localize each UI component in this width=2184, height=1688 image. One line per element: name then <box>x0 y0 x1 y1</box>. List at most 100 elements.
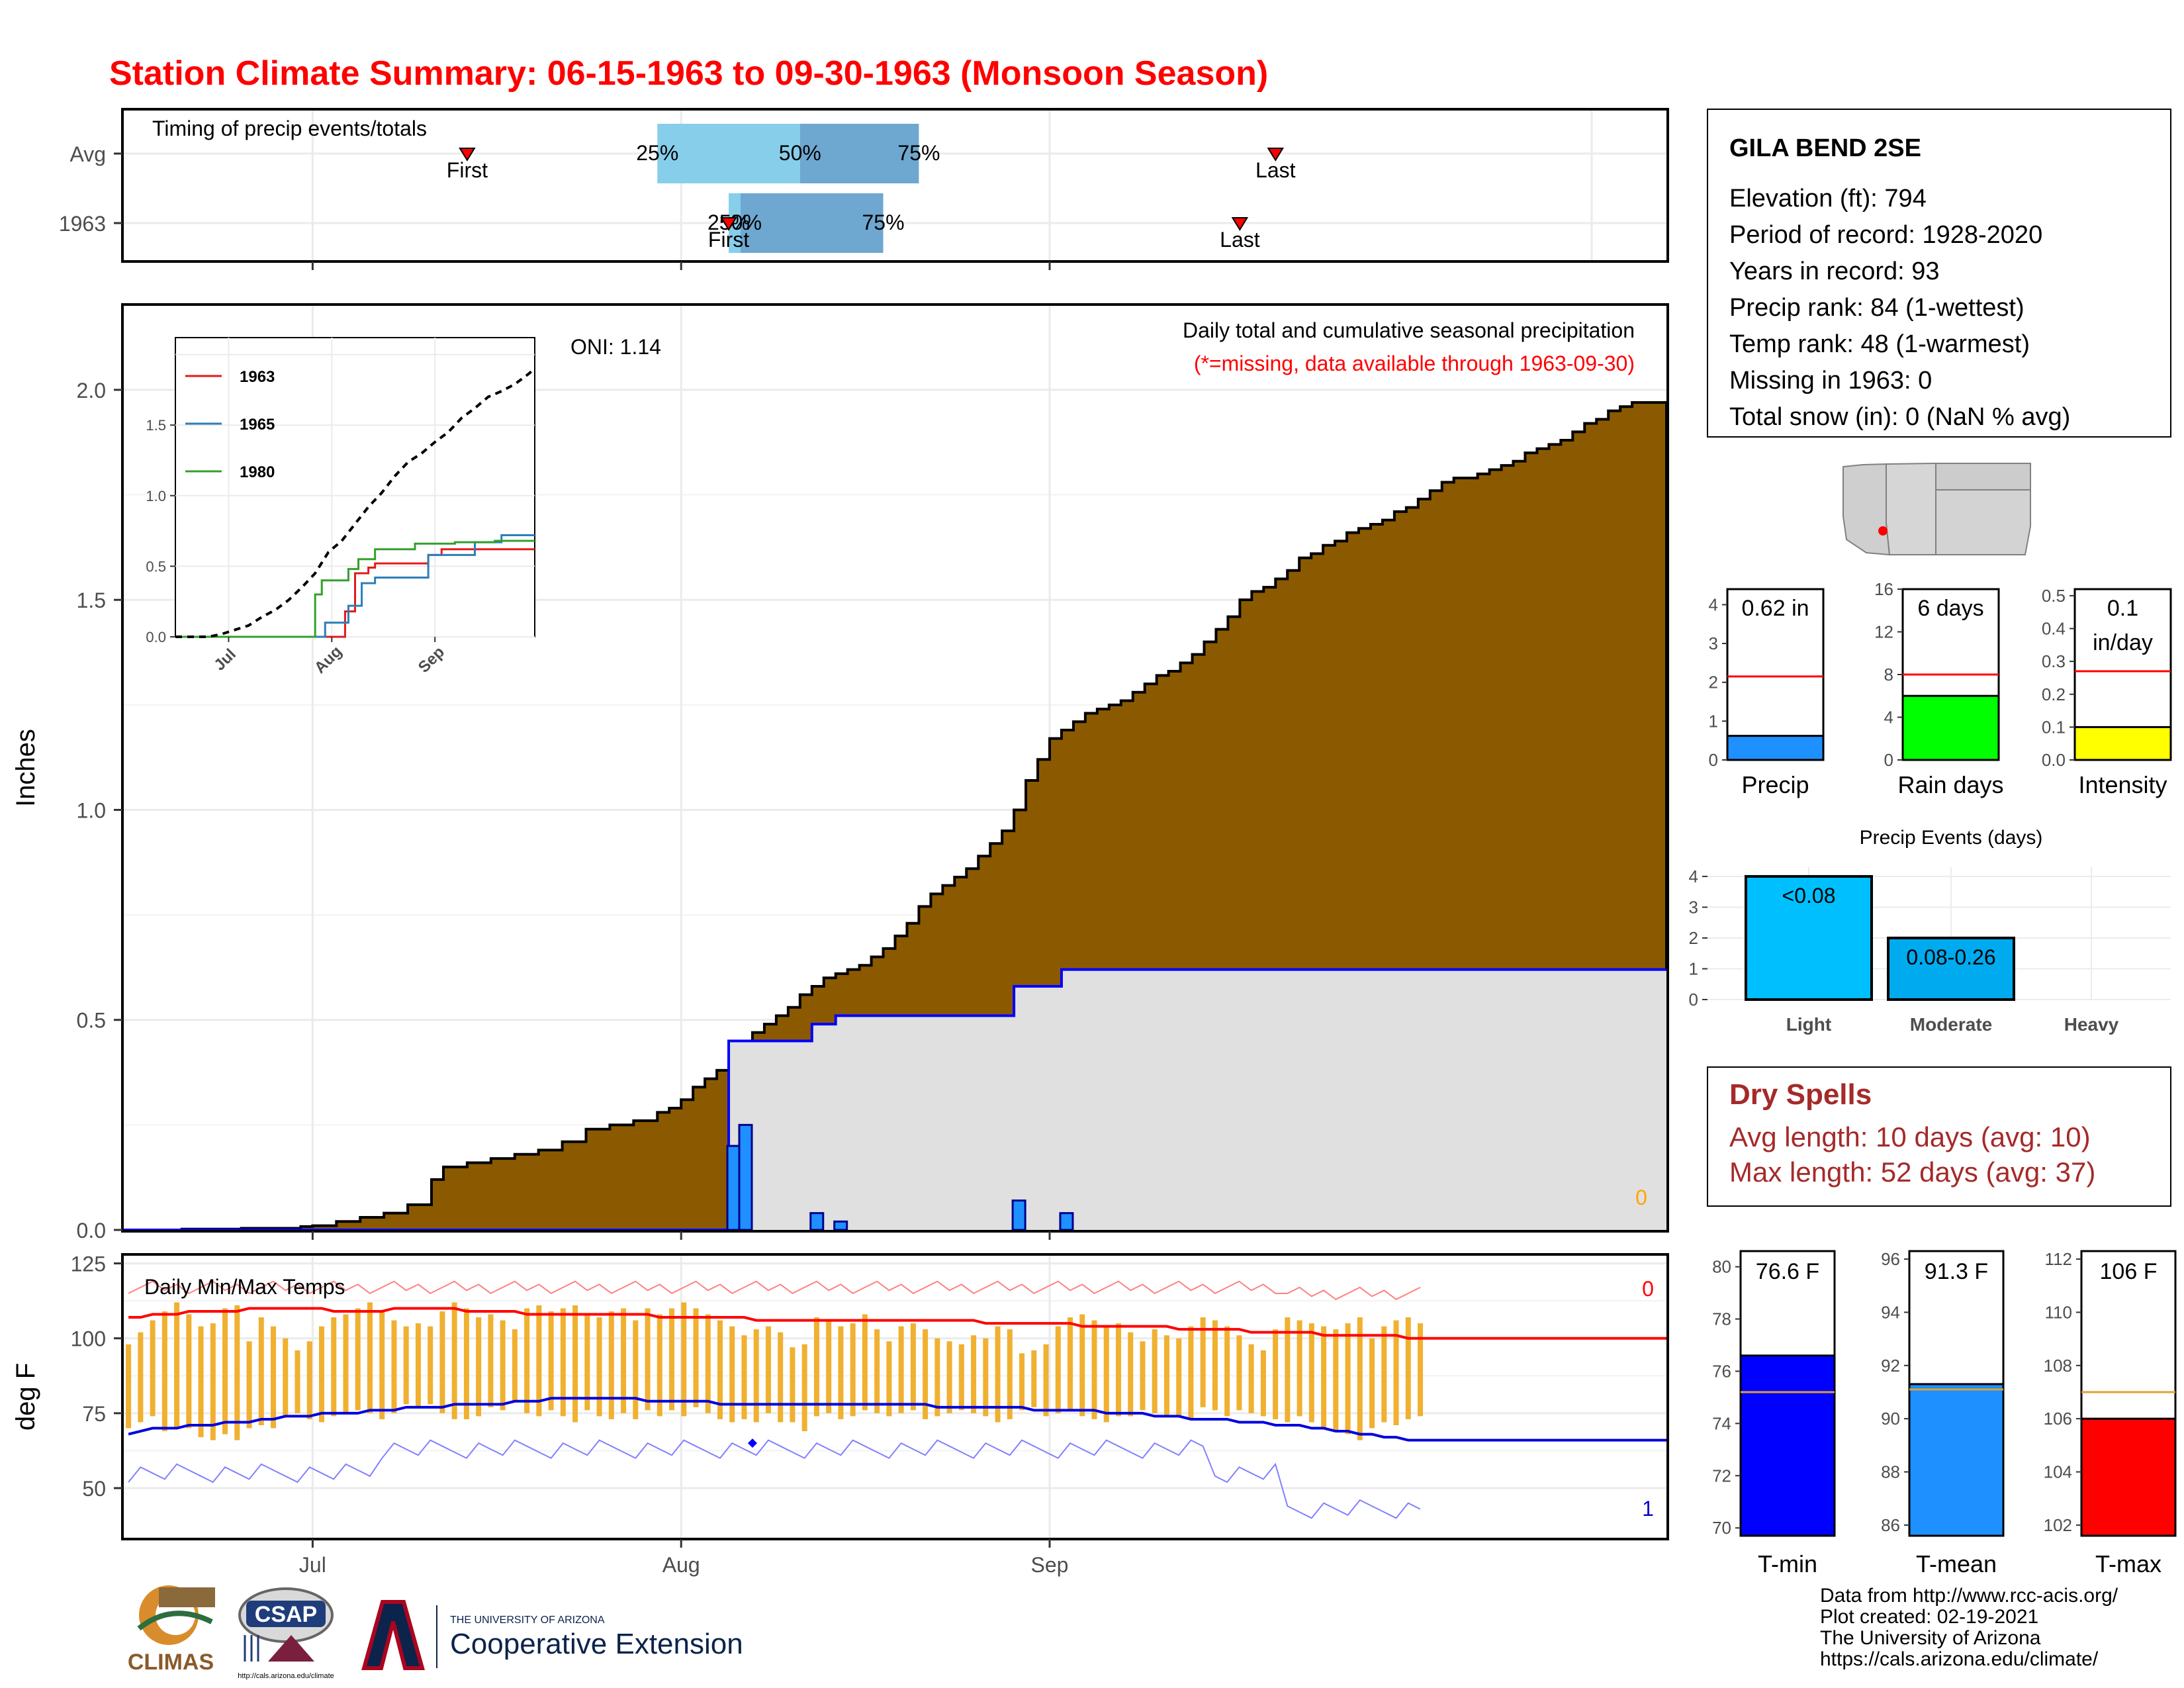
precip-events-tick-label: 2 <box>1689 928 1698 948</box>
daily-temp-bar <box>1260 1350 1266 1417</box>
daily-temp-bar <box>862 1314 868 1411</box>
daily-temp-bar <box>391 1320 397 1413</box>
daily-temp-bar <box>778 1332 784 1423</box>
precip-y-tick-label: 1.0 <box>77 798 106 822</box>
precip-event-category: Moderate <box>1910 1014 1992 1035</box>
first-event-marker <box>720 217 737 231</box>
temp-y-tick-label: 125 <box>71 1252 106 1276</box>
station-info-line: Temp rank: 48 (1-warmest) <box>1729 330 2030 358</box>
daily-temp-bar <box>584 1314 590 1411</box>
daily-temp-bar <box>403 1326 409 1405</box>
daily-temp-bar <box>826 1320 832 1413</box>
daily-temp-bar <box>1333 1329 1339 1432</box>
dry-spells-title: Dry Spells <box>1729 1078 1872 1111</box>
daily-temp-bar <box>693 1308 699 1407</box>
daily-temp-bar <box>1128 1332 1134 1417</box>
daily-temp-bar <box>1369 1338 1375 1429</box>
temp-bar-tick-label: 94 <box>1881 1302 1900 1322</box>
temp-bar-value-label: 91.3 F <box>1925 1259 1988 1284</box>
daily-temp-bar <box>1140 1341 1146 1411</box>
temp-y-tick-label: 100 <box>71 1327 106 1351</box>
inset-y-tick-label: 1.0 <box>146 488 166 504</box>
precip-events-tick-label: 0 <box>1689 990 1698 1009</box>
daily-temp-bar <box>596 1317 602 1417</box>
daily-temp-bar <box>306 1341 312 1419</box>
daily-temp-bar <box>1152 1329 1158 1413</box>
daily-temp-bar <box>874 1329 880 1413</box>
footer-line: https://cals.arizona.edu/climate/ <box>1820 1648 2099 1670</box>
daily-temp-bar <box>608 1311 614 1419</box>
daily-temp-bar <box>898 1326 904 1413</box>
daily-temp-bar <box>512 1329 518 1401</box>
daily-temp-bar <box>1103 1326 1109 1423</box>
daily-precip-bar <box>1059 1212 1074 1231</box>
station-info-line: Years in record: 93 <box>1729 258 1940 285</box>
record-high-line <box>128 1280 1421 1301</box>
daily-temp-bar <box>1248 1344 1254 1413</box>
footer-line: Plot created: 02-19-2021 <box>1820 1606 2038 1628</box>
dry-spells-box: Dry Spells Avg length: 10 days (avg: 10)… <box>1707 1066 2171 1207</box>
mini-bar-tick-label: 0 <box>1709 750 1718 770</box>
daily-precip-bar <box>833 1220 848 1231</box>
precip-event-bar <box>1745 874 1873 1001</box>
mini-bar-tick-label: 16 <box>1874 579 1893 599</box>
csap-logo: CSAP http://cals.arizona.edu/climate <box>238 1587 334 1680</box>
footer-line: The University of Arizona <box>1820 1627 2041 1649</box>
avg-min-temp-line <box>128 1397 1666 1442</box>
temp-y-tick-label: 75 <box>82 1402 106 1426</box>
precip-events-tick-label: 1 <box>1689 959 1698 978</box>
mini-bar-value-label: 0.62 in <box>1741 596 1809 621</box>
daily-temp-bar <box>1091 1320 1097 1419</box>
daily-temp-bar <box>428 1326 433 1405</box>
temp-bar-tick-label: 86 <box>1881 1515 1900 1535</box>
daily-temp-bar <box>958 1344 964 1411</box>
avg-max-temp-line <box>128 1307 1666 1340</box>
last-event-label: Last <box>1220 228 1260 252</box>
last-event-label: Last <box>1255 158 1296 182</box>
precip-panel-title: Daily total and cumulative seasonal prec… <box>1183 318 1635 342</box>
mini-bar-value-label: 6 days <box>1917 596 1983 621</box>
precip-event-bar-label: 0.08-0.26 <box>1906 945 1995 969</box>
daily-temp-bar <box>645 1308 651 1411</box>
ua-extension-text: Cooperative Extension <box>450 1628 743 1660</box>
daily-temp-bar <box>379 1311 385 1419</box>
temp-bar-tick-label: 90 <box>1881 1409 1900 1429</box>
inset-legend-label: 1963 <box>240 368 275 386</box>
temp-bar-tick-label: 106 <box>2044 1409 2072 1429</box>
daily-precip-bar <box>809 1212 825 1231</box>
daily-temp-bar <box>1055 1326 1061 1413</box>
daily-temp-bar <box>222 1308 228 1434</box>
record-low-line <box>128 1439 1421 1519</box>
daily-temp-bar <box>463 1308 469 1419</box>
temp-title: Daily Min/Max Temps <box>144 1275 345 1299</box>
temp-bar-tick-label: 70 <box>1712 1518 1731 1538</box>
record-low-count: 1 <box>1642 1497 1654 1521</box>
daily-temp-bar <box>765 1326 771 1413</box>
daily-temp-bar <box>524 1308 530 1413</box>
mini-bar-value-label: in/day <box>2093 630 2153 655</box>
temp-bar-tick-label: 108 <box>2044 1356 2072 1376</box>
climas-wordmark: CLIMAS <box>128 1650 214 1675</box>
daily-temp-bar <box>717 1320 723 1419</box>
daily-temp-bar <box>934 1338 940 1417</box>
ua-small-text: THE UNIVERSITY OF ARIZONA <box>450 1615 605 1626</box>
inset-y-tick-label: 1.5 <box>146 417 166 434</box>
mini-bar-tick-label: 0.1 <box>2042 717 2066 737</box>
daily-temp-bar <box>1297 1320 1302 1417</box>
daily-temp-bar <box>741 1335 747 1419</box>
daily-temp-bar <box>923 1329 929 1419</box>
daily-precip-bar <box>1011 1199 1026 1231</box>
last-event-marker <box>1267 148 1285 162</box>
daily-temp-bar <box>415 1323 421 1407</box>
precip-y-tick-label: 0.0 <box>77 1219 106 1243</box>
daily-temp-bar <box>1031 1350 1037 1407</box>
oni-value: ONI: 1.14 <box>570 335 661 359</box>
footer-credits: Data from http://www.rcc-acis.org/Plot c… <box>1820 1585 2118 1670</box>
station-info-line: Total snow (in): 0 (NaN % avg) <box>1729 403 2070 431</box>
daily-temp-bar <box>318 1326 324 1423</box>
daily-temp-bar <box>138 1332 144 1423</box>
daily-temp-bar <box>995 1326 1001 1423</box>
